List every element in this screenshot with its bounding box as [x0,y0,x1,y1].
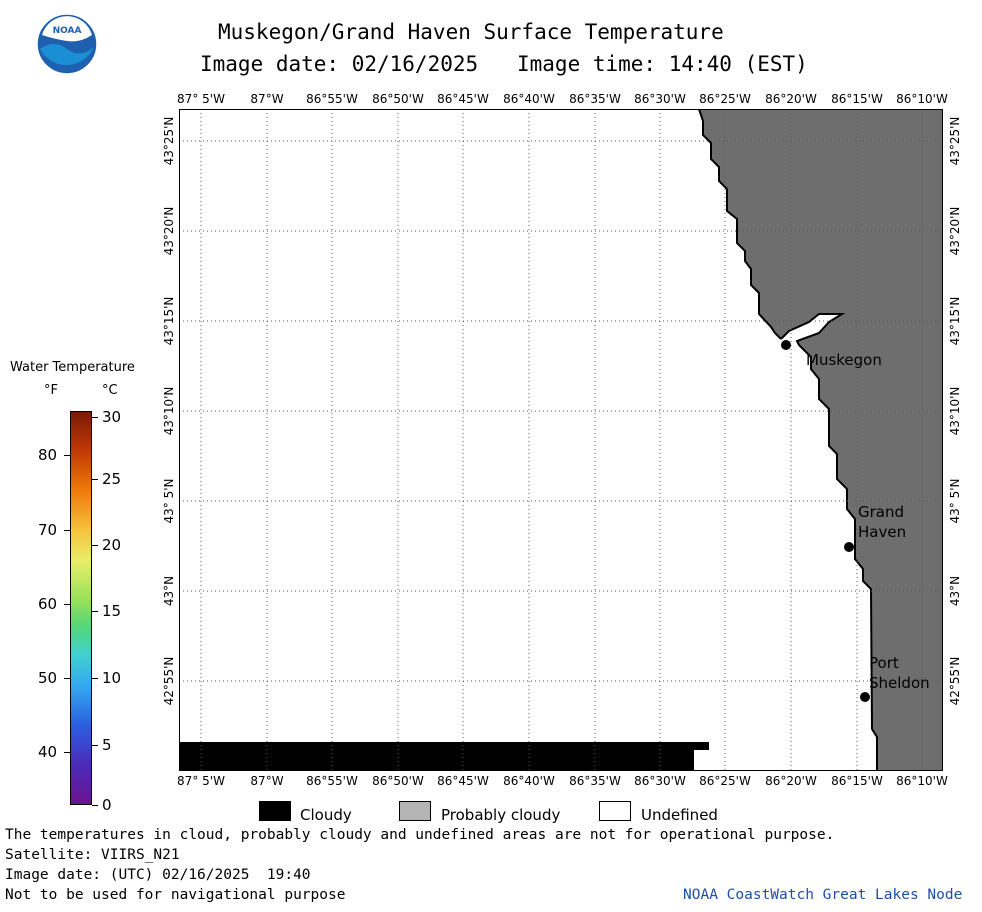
fahrenheit-tick-label: 70 [38,521,58,539]
longitude-label-bottom: 86°15'W [831,774,883,788]
legend-label-cloudy: Cloudy [300,806,352,824]
celsius-tick-label: 5 [102,736,112,754]
city-label-port-sheldon: Port Sheldon [869,654,930,692]
latitude-label-left: 43° 5'N [162,478,176,524]
latitude-label-left: 43°15'N [162,296,176,346]
celsius-tick-mark [92,479,98,480]
land-area [699,109,943,771]
celsius-tick-label: 30 [102,408,122,426]
longitude-label-top: 86°25'W [699,92,751,106]
longitude-label-bottom: 86°55'W [306,774,358,788]
legend-label-probably-cloudy: Probably cloudy [441,806,561,824]
legend-swatch-undefined [599,801,631,821]
fahrenheit-tick-label: 50 [38,669,58,687]
footer-navigation-warning: Not to be used for navigational purpose [5,887,346,903]
noaa-logo-text: NOAA [52,26,82,36]
fahrenheit-tick-label: 60 [38,595,58,613]
longitude-label-top: 86°40'W [503,92,555,106]
longitude-label-bottom: 86°45'W [437,774,489,788]
port-sheldon-marker [860,692,870,702]
longitude-label-bottom: 86°30'W [634,774,686,788]
celsius-tick-label: 0 [102,796,112,814]
map-panel [179,109,943,771]
longitude-label-top: 86°20'W [765,92,817,106]
longitude-label-top: 86°15'W [831,92,883,106]
fahrenheit-tick-label: 40 [38,743,58,761]
city-label-grand-haven: Grand Haven [858,503,907,541]
city-label-muskegon: Muskegon [806,351,882,369]
fahrenheit-tick-mark [64,604,70,605]
celsius-tick-mark [92,745,98,746]
latitude-label-right: 43°20'N [948,206,962,256]
legend-label-undefined: Undefined [641,806,718,824]
muskegon-marker [781,340,791,350]
fahrenheit-tick-mark [64,752,70,753]
latitude-label-right: 43°10'N [948,386,962,436]
fahrenheit-tick-mark [64,678,70,679]
footer-disclaimer: The temperatures in cloud, probably clou… [5,827,835,843]
footer-image-date: Image date: (UTC) 02/16/2025 19:40 [5,867,311,883]
legend-swatch-probably-cloudy [399,801,431,821]
latitude-label-right: 43°25'N [948,116,962,166]
noaa-logo: NOAA [36,13,98,75]
celsius-tick-mark [92,805,98,806]
fahrenheit-tick-mark [64,530,70,531]
latitude-label-left: 43°25'N [162,116,176,166]
latitude-label-left: 43°N [162,575,176,607]
longitude-label-bottom: 86°20'W [765,774,817,788]
longitude-label-bottom: 86°25'W [699,774,751,788]
latitude-label-right: 43°15'N [948,296,962,346]
latitude-label-left: 42°55'N [162,656,176,706]
longitude-label-top: 86°10'W [896,92,948,106]
celsius-tick-mark [92,678,98,679]
legend-swatch-cloudy [259,801,291,821]
fahrenheit-tick-mark [64,455,70,456]
latitude-label-right: 43°N [948,575,962,607]
colorbar-scale [70,411,92,805]
longitude-label-top: 87° 5'W [177,92,225,106]
longitude-label-bottom: 86°50'W [372,774,424,788]
longitude-label-top: 86°30'W [634,92,686,106]
longitude-label-bottom: 87° 5'W [177,774,225,788]
longitude-label-bottom: 86°40'W [503,774,555,788]
celsius-tick-mark [92,611,98,612]
latitude-label-right: 42°55'N [948,656,962,706]
longitude-label-bottom: 87°W [250,774,284,788]
celsius-tick-mark [92,545,98,546]
map-title: Muskegon/Grand Haven Surface Temperature [218,20,724,44]
longitude-label-top: 86°55'W [306,92,358,106]
celsius-tick-mark [92,417,98,418]
cloudy-area [179,742,709,750]
latitude-label-left: 43°10'N [162,386,176,436]
grand-haven-marker [844,542,854,552]
longitude-label-top: 86°45'W [437,92,489,106]
unit-celsius: °C [102,383,118,398]
image-date: Image date: 02/16/2025 [200,52,479,76]
footer-satellite: Satellite: VIIRS_N21 [5,847,180,863]
unit-fahrenheit: °F [44,383,58,398]
celsius-tick-label: 15 [102,602,122,620]
longitude-label-bottom: 86°10'W [896,774,948,788]
longitude-label-top: 87°W [250,92,284,106]
latitude-label-left: 43°20'N [162,206,176,256]
shoreline [695,109,782,340]
longitude-label-top: 86°35'W [569,92,621,106]
fahrenheit-tick-label: 80 [38,446,58,464]
celsius-tick-label: 20 [102,536,122,554]
longitude-label-top: 86°50'W [372,92,424,106]
latitude-label-right: 43° 5'N [948,478,962,524]
longitude-label-bottom: 86°35'W [569,774,621,788]
legend: Cloudy Probably cloudy Undefined [259,800,739,826]
celsius-tick-label: 10 [102,669,122,687]
celsius-tick-label: 25 [102,470,122,488]
colorbar-title: Water Temperature [10,360,135,375]
footer-credit: NOAA CoastWatch Great Lakes Node [683,887,963,903]
image-time: Image time: 14:40 (EST) [517,52,808,76]
